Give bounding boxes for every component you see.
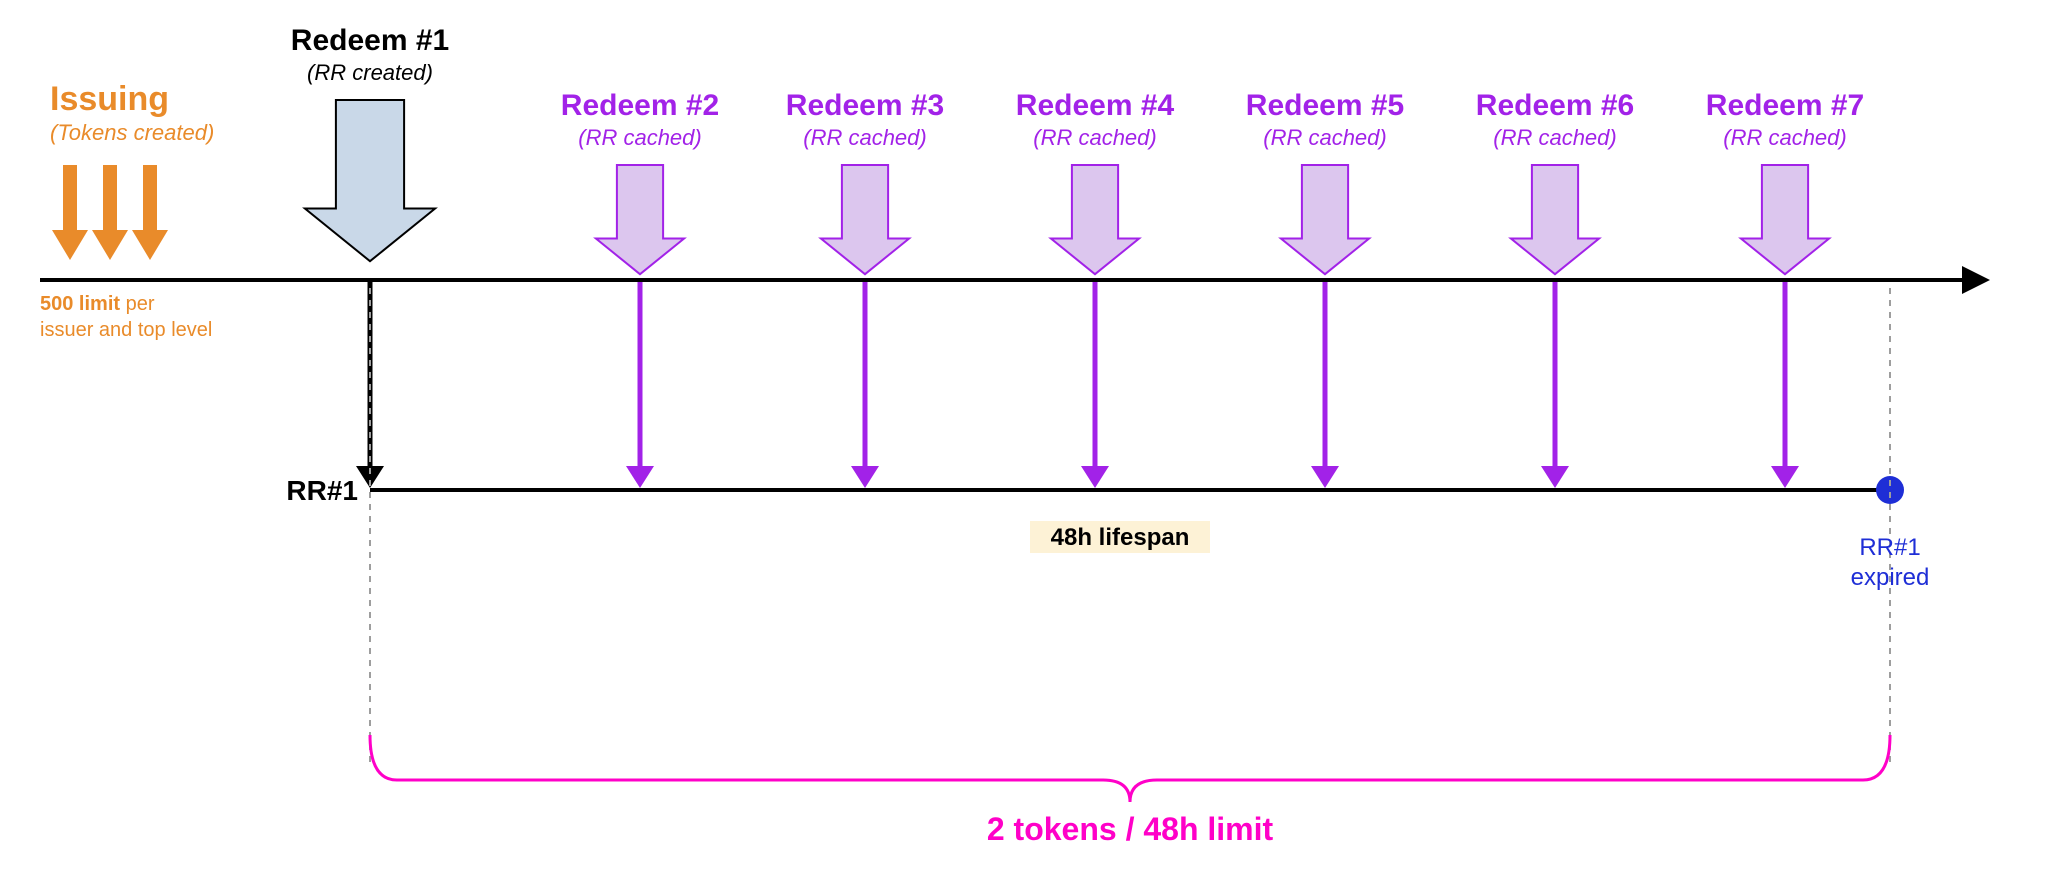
svg-text:issuer and top level: issuer and top level [40, 319, 212, 341]
bottom-limit-text: 2 tokens / 48h limit [987, 811, 1274, 847]
redeem-subtitle: (RR cached) [1033, 125, 1156, 150]
issuing-subtitle: (Tokens created) [50, 120, 214, 145]
issuing-limit-text: 500 limit per [40, 293, 155, 315]
token-timeline-diagram: Issuing(Tokens created) 500 limit per issu… [0, 0, 2048, 872]
redeem-title: Redeem #3 [786, 89, 944, 122]
redeem-subtitle: (RR cached) [1723, 125, 1846, 150]
rr1-label: RR#1 [286, 475, 358, 506]
redeem-title: Redeem #7 [1706, 89, 1864, 122]
redeem-title: Redeem #4 [1016, 89, 1175, 122]
redeem1-subtitle: (RR created) [307, 60, 433, 85]
redeem-title: Redeem #5 [1246, 89, 1404, 122]
diagram-svg: Issuing(Tokens created) 500 limit per issu… [0, 0, 2048, 872]
redeem-title: Redeem #6 [1476, 89, 1634, 122]
issuing-title: Issuing [50, 80, 169, 118]
redeem1-title: Redeem #1 [291, 24, 449, 57]
redeem-title: Redeem #2 [561, 89, 719, 122]
redeem-subtitle: (RR cached) [803, 125, 926, 150]
lifespan-label: 48h lifespan [1051, 524, 1190, 551]
expired-label: RR#1 [1859, 534, 1920, 561]
svg-text:expired: expired [1851, 564, 1930, 591]
redeem-subtitle: (RR cached) [578, 125, 701, 150]
redeem-subtitle: (RR cached) [1493, 125, 1616, 150]
redeem-subtitle: (RR cached) [1263, 125, 1386, 150]
